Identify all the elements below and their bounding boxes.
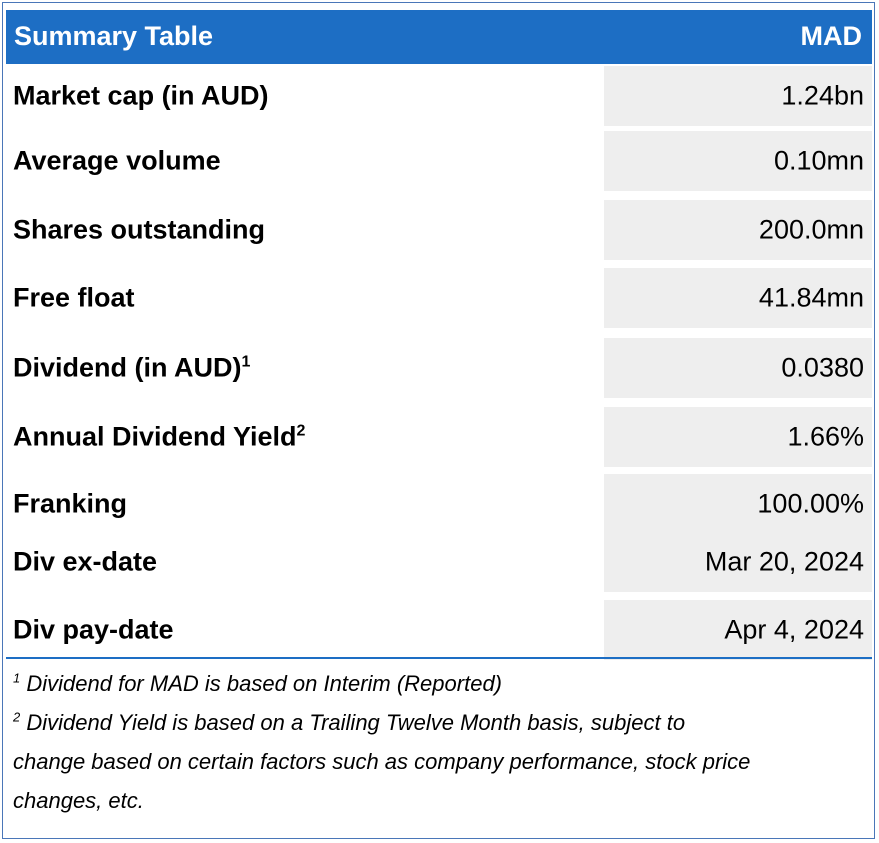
ticker-label: MAD: [800, 21, 863, 51]
row-value: 100.00%: [757, 488, 864, 519]
row-value-cell: Mar 20, 2024: [604, 532, 872, 592]
row-label: Div ex-date: [13, 546, 158, 577]
row-value: 200.0mn: [758, 214, 864, 245]
row-label: Dividend (in AUD)1: [13, 352, 251, 383]
footnote-marker: 1: [241, 353, 251, 371]
row-label: Annual Dividend Yield2: [13, 421, 306, 452]
table-row: Div ex-date Mar 20, 2024: [6, 532, 872, 592]
row-value-cell: 41.84mn: [604, 268, 872, 328]
row-value-cell: 0.10mn: [604, 131, 872, 191]
row-label: Div pay-date: [13, 614, 174, 645]
row-value-cell: 0.0380: [604, 338, 872, 398]
row-value: Apr 4, 2024: [724, 614, 864, 645]
row-value: 1.66%: [787, 421, 864, 452]
footnote-marker: 2: [296, 422, 306, 440]
table-row: Dividend (in AUD)1 0.0380: [6, 338, 872, 398]
row-value: 0.0380: [781, 352, 864, 383]
footnote-2-continued: changes, etc.: [13, 788, 144, 813]
footnote-marker: 1: [13, 670, 21, 686]
table-row: Div pay-date Apr 4, 2024: [6, 600, 872, 660]
row-value: 1.24bn: [781, 80, 864, 111]
row-value-cell: Apr 4, 2024: [604, 600, 872, 660]
row-value-cell: 1.24bn: [604, 66, 872, 126]
row-value: 0.10mn: [773, 145, 864, 176]
row-label: Franking: [13, 488, 128, 519]
row-label: Average volume: [13, 145, 221, 176]
row-value: Mar 20, 2024: [704, 546, 864, 577]
footnote-2-continued: change based on certain factors such as …: [13, 749, 751, 774]
footnote-marker: 2: [13, 709, 21, 725]
table-row: Free float 41.84mn: [6, 268, 872, 328]
table-header: Summary Table MAD: [6, 10, 872, 64]
row-label: Market cap (in AUD): [13, 80, 269, 111]
table-row: Average volume 0.10mn: [6, 131, 872, 191]
table-row: Shares outstanding 200.0mn: [6, 200, 872, 260]
row-label: Shares outstanding: [13, 214, 266, 245]
footnote-1: 1 Dividend for MAD is based on Interim (…: [13, 670, 503, 696]
table-row: Franking 100.00%: [6, 474, 872, 534]
table-row: Annual Dividend Yield2 1.66%: [6, 407, 872, 467]
table-row: Market cap (in AUD) 1.24bn: [6, 66, 872, 126]
footnotes: 1 Dividend for MAD is based on Interim (…: [13, 664, 865, 820]
table-title: Summary Table: [14, 21, 214, 51]
row-value-cell: 1.66%: [604, 407, 872, 467]
footnote-2: 2 Dividend Yield is based on a Trailing …: [13, 709, 686, 735]
row-label: Free float: [13, 282, 135, 313]
footnote-divider: [6, 657, 872, 659]
row-value-cell: 100.00%: [604, 474, 872, 534]
row-value: 41.84mn: [758, 282, 864, 313]
row-value-cell: 200.0mn: [604, 200, 872, 260]
